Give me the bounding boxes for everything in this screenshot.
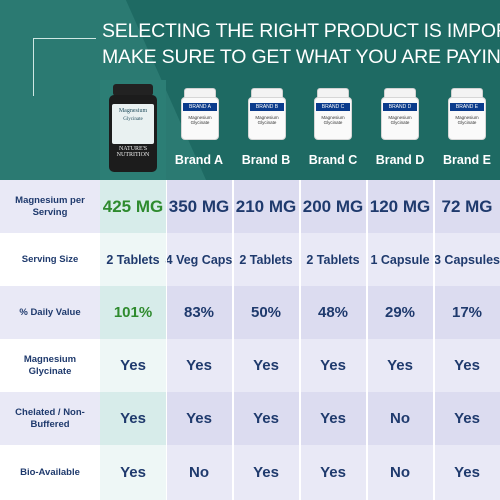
brand-e-name: Brand E (443, 153, 491, 167)
bottle-label (112, 104, 154, 144)
table-cell: 120 MG (367, 180, 433, 233)
subheadline: MAKE SURE TO GET WHAT YOU ARE PAYING FOR (102, 46, 500, 68)
row-label: Magnesium per Serving (0, 180, 100, 233)
table-row: Serving Size 2 Tablets 4 Veg Caps 2 Tabl… (0, 233, 500, 286)
row-label: % Daily Value (0, 286, 100, 339)
bottle-text: Magnesium Glycinate (188, 115, 212, 125)
brand-b-bottle-image: BRAND B Magnesium Glycinate (247, 88, 287, 140)
table-cell: 4 Veg Caps (166, 233, 232, 286)
featured-product-name: Magnesium (118, 108, 148, 114)
featured-value: Yes (100, 339, 166, 392)
brand-logo: NATURE'S NUTRITION (116, 146, 150, 158)
bottle-text: Magnesium Glycinate (388, 115, 412, 125)
brand-c-name: Brand C (308, 153, 358, 167)
bottle-cap (113, 84, 153, 96)
brand-a-name: Brand A (174, 153, 224, 167)
row-label: Bio-Available (0, 445, 100, 500)
column-divider (434, 180, 435, 500)
row-label: Chelated / Non-Buffered (0, 392, 100, 445)
table-cell: 350 MG (166, 180, 232, 233)
table-cell: Yes (233, 392, 299, 445)
row-label: Magnesium Glycinate (0, 339, 100, 392)
table-cell: 1 Capsule (367, 233, 433, 286)
header-frame-line (33, 38, 96, 39)
bottle-text: Magnesium Glycinate (255, 115, 279, 125)
header-frame-line (33, 38, 34, 96)
bottle-label: BRAND C (316, 103, 350, 111)
table-cell: Yes (434, 445, 500, 500)
table-cell: Yes (166, 339, 232, 392)
table-cell: Yes (367, 339, 433, 392)
brand-e-bottle-image: BRAND E Magnesium Glycinate (447, 88, 487, 140)
table-cell: Yes (233, 339, 299, 392)
brand-b-name: Brand B (241, 153, 291, 167)
column-divider (300, 180, 301, 500)
table-cell: 3 Capsules (434, 233, 500, 286)
brand-a-bottle-image: BRAND A Magnesium Glycinate (180, 88, 220, 140)
table-cell: Yes (300, 445, 366, 500)
brand-d-bottle-image: BRAND D Magnesium Glycinate (380, 88, 420, 140)
brand-d-name: Brand D (375, 153, 425, 167)
table-cell: 17% (434, 286, 500, 339)
table-cell: Yes (166, 392, 232, 445)
table-row: Chelated / Non-Buffered Yes Yes Yes Yes … (0, 392, 500, 445)
bottle-label: BRAND D (383, 103, 417, 111)
featured-value: 2 Tablets (100, 233, 166, 286)
bottle-label: BRAND E (450, 103, 484, 111)
table-cell: 210 MG (233, 180, 299, 233)
table-cell: Yes (434, 392, 500, 445)
table-cell: 48% (300, 286, 366, 339)
table-cell: 2 Tablets (300, 233, 366, 286)
table-cell: 50% (233, 286, 299, 339)
brand-c-bottle-image: BRAND C Magnesium Glycinate (313, 88, 353, 140)
table-row: Bio-Available Yes No Yes Yes No Yes (0, 445, 500, 500)
column-divider (367, 180, 368, 500)
table-cell: Yes (233, 445, 299, 500)
table-row: Magnesium per Serving 425 MG 350 MG 210 … (0, 180, 500, 233)
table-cell: No (367, 392, 433, 445)
featured-value: Yes (100, 445, 166, 500)
header-banner: SELECTING THE RIGHT PRODUCT IS IMPORTANT… (0, 0, 500, 180)
bottle-text: Magnesium Glycinate (321, 115, 345, 125)
table-row: % Daily Value 101% 83% 50% 48% 29% 17% (0, 286, 500, 339)
bottle-label: BRAND A (183, 103, 217, 111)
table-cell: No (166, 445, 232, 500)
table-cell: 72 MG (434, 180, 500, 233)
row-label: Serving Size (0, 233, 100, 286)
featured-value: Yes (100, 392, 166, 445)
featured-value: 425 MG (100, 180, 166, 233)
table-cell: 2 Tablets (233, 233, 299, 286)
featured-bottle-image: Magnesium Glycinate NATURE'S NUTRITION (106, 84, 160, 172)
table-cell: Yes (300, 392, 366, 445)
featured-product-variant: Glycinate (123, 117, 143, 122)
table-cell: 200 MG (300, 180, 366, 233)
table-cell: Yes (434, 339, 500, 392)
table-cell: Yes (300, 339, 366, 392)
bottle-label: BRAND B (250, 103, 284, 111)
table-cell: 83% (166, 286, 232, 339)
featured-value: 101% (100, 286, 166, 339)
column-divider (233, 180, 234, 500)
column-divider (166, 180, 167, 500)
headline: SELECTING THE RIGHT PRODUCT IS IMPORTANT… (102, 20, 500, 42)
bottle-text: Magnesium Glycinate (455, 115, 479, 125)
table-row: Magnesium Glycinate Yes Yes Yes Yes Yes … (0, 339, 500, 392)
table-cell: No (367, 445, 433, 500)
table-cell: 29% (367, 286, 433, 339)
